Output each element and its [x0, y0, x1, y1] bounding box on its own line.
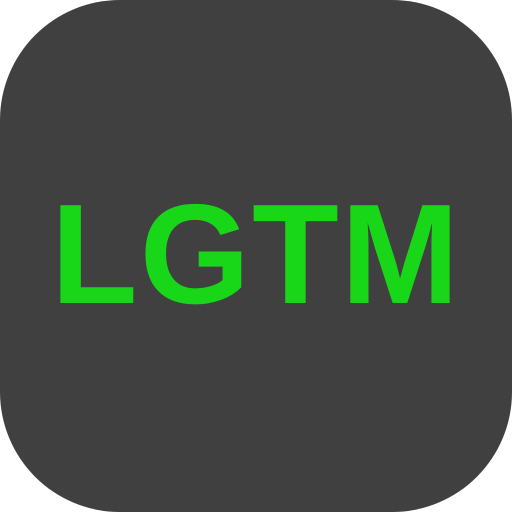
app-icon-label: LGTM [50, 175, 462, 334]
